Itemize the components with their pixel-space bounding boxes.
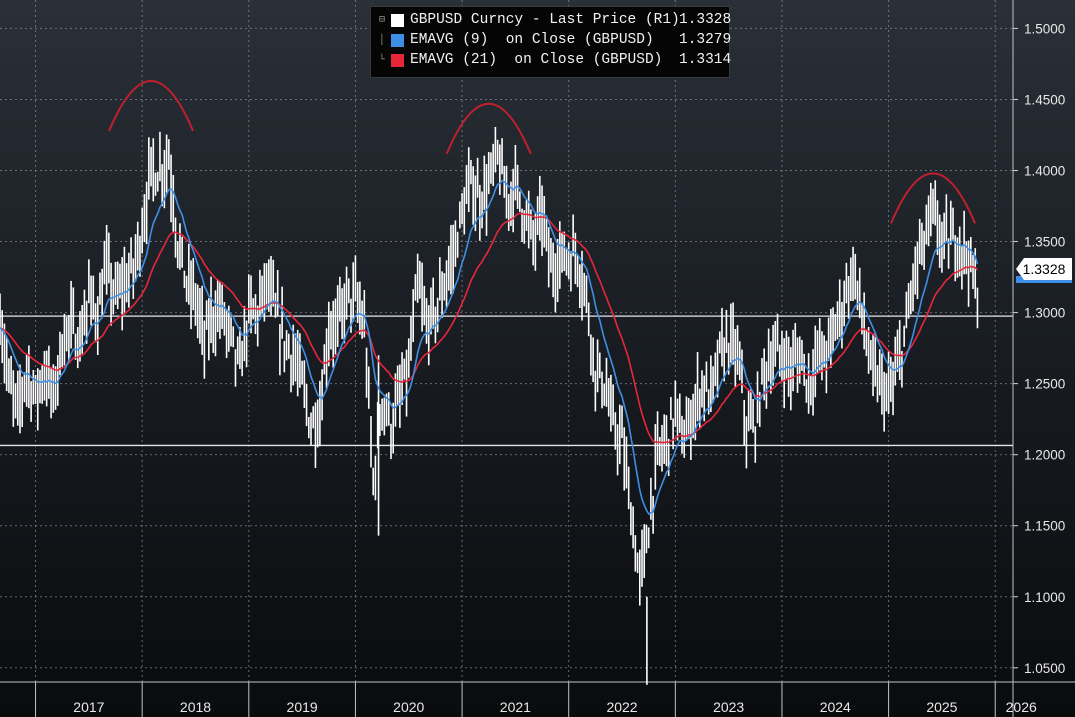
ema9-line xyxy=(0,179,979,516)
annotation-arc xyxy=(108,80,194,132)
ema21-swatch xyxy=(391,53,404,67)
x-tick-label: 2019 xyxy=(287,699,318,715)
x-tick-label: 2021 xyxy=(500,699,531,715)
collapse-icon[interactable]: ⊟ xyxy=(379,15,386,26)
tree-end-icon: └ xyxy=(379,54,386,66)
y-tick-label: 1.4000 xyxy=(1024,164,1065,179)
y-tick-label: 1.1000 xyxy=(1024,590,1065,605)
y-tick-label: 1.1500 xyxy=(1024,519,1065,534)
legend-value: 1.3314 xyxy=(679,52,732,68)
y-tick-label: 1.3500 xyxy=(1024,235,1065,250)
ema9-swatch xyxy=(391,33,404,47)
x-tick-label: 2025 xyxy=(926,699,957,715)
tree-branch-icon: │ xyxy=(379,34,386,46)
last-price-swatch xyxy=(391,13,404,27)
y-tick-label: 1.3000 xyxy=(1024,306,1065,321)
legend-label: EMAVG (21) on Close (GBPUSD) xyxy=(410,52,663,68)
legend-row-ema21: └ EMAVG (21) on Close (GBPUSD) 1.3314 xyxy=(379,50,731,70)
y-tick-label: 1.0500 xyxy=(1024,661,1065,676)
legend-row-ema9: │ EMAVG (9) on Close (GBPUSD) 1.3279 xyxy=(379,30,731,50)
legend-value: 1.3328 xyxy=(679,12,732,28)
legend-label: GBPUSD Curncy - Last Price (R1) xyxy=(410,12,680,28)
legend-value: 1.3279 xyxy=(679,32,732,48)
x-tick-label: 2023 xyxy=(713,699,744,715)
annotation-arc xyxy=(445,102,532,155)
y-tick-label: 1.2500 xyxy=(1024,377,1065,392)
x-tick-label: 2020 xyxy=(393,699,424,715)
ema21-line xyxy=(0,212,979,444)
x-tick-label: 2018 xyxy=(180,699,211,715)
y-tick-label: 1.5000 xyxy=(1024,21,1065,36)
legend-row-last-price: ⊟ GBPUSD Curncy - Last Price (R1) 1.3328 xyxy=(379,10,731,30)
last-price-tag: 1.3328 xyxy=(1016,258,1072,280)
x-tick-label: 2022 xyxy=(606,699,637,715)
y-tick-label: 1.4500 xyxy=(1024,92,1065,107)
x-tick-label: 2024 xyxy=(820,699,851,715)
x-tick-label: 2026 xyxy=(1006,699,1037,715)
chart-legend: ⊟ GBPUSD Curncy - Last Price (R1) 1.3328… xyxy=(370,6,731,78)
y-tick-label: 1.2000 xyxy=(1024,448,1065,463)
annotation-arc xyxy=(890,172,976,224)
x-tick-label: 2017 xyxy=(73,699,104,715)
legend-label: EMAVG (9) on Close (GBPUSD) xyxy=(410,32,654,48)
